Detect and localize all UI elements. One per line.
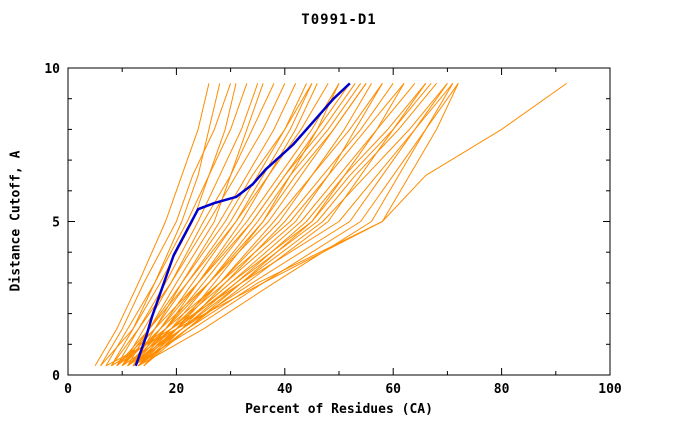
model-curve xyxy=(105,83,248,367)
x-tick-label: 20 xyxy=(169,382,185,397)
x-tick-label: 100 xyxy=(598,382,622,397)
y-tick-label: 10 xyxy=(44,62,60,77)
model-curve xyxy=(110,83,286,367)
x-axis-label: Percent of Residues (CA) xyxy=(245,402,433,417)
x-tick-label: 60 xyxy=(385,382,401,397)
model-curve xyxy=(116,83,313,367)
model-curve xyxy=(138,82,567,367)
x-tick-label: 80 xyxy=(494,382,510,397)
model-curve xyxy=(100,83,232,367)
model-curve xyxy=(132,83,329,367)
model-curve xyxy=(132,83,432,367)
model-curve xyxy=(127,83,448,367)
model-curve xyxy=(127,83,367,367)
y-tick-label: 5 xyxy=(52,216,60,231)
model-curve xyxy=(116,83,356,367)
y-axis-label: Distance Cutoff, A xyxy=(8,150,24,292)
x-tick-label: 40 xyxy=(277,382,293,397)
x-tick-label: 0 xyxy=(64,382,72,397)
chart-title: T0991-D1 xyxy=(301,12,377,28)
model-curve xyxy=(138,83,454,367)
model-curve xyxy=(94,83,210,367)
y-tick-label: 0 xyxy=(52,369,60,384)
highlight-curve xyxy=(134,82,351,367)
model-curve xyxy=(121,83,275,367)
